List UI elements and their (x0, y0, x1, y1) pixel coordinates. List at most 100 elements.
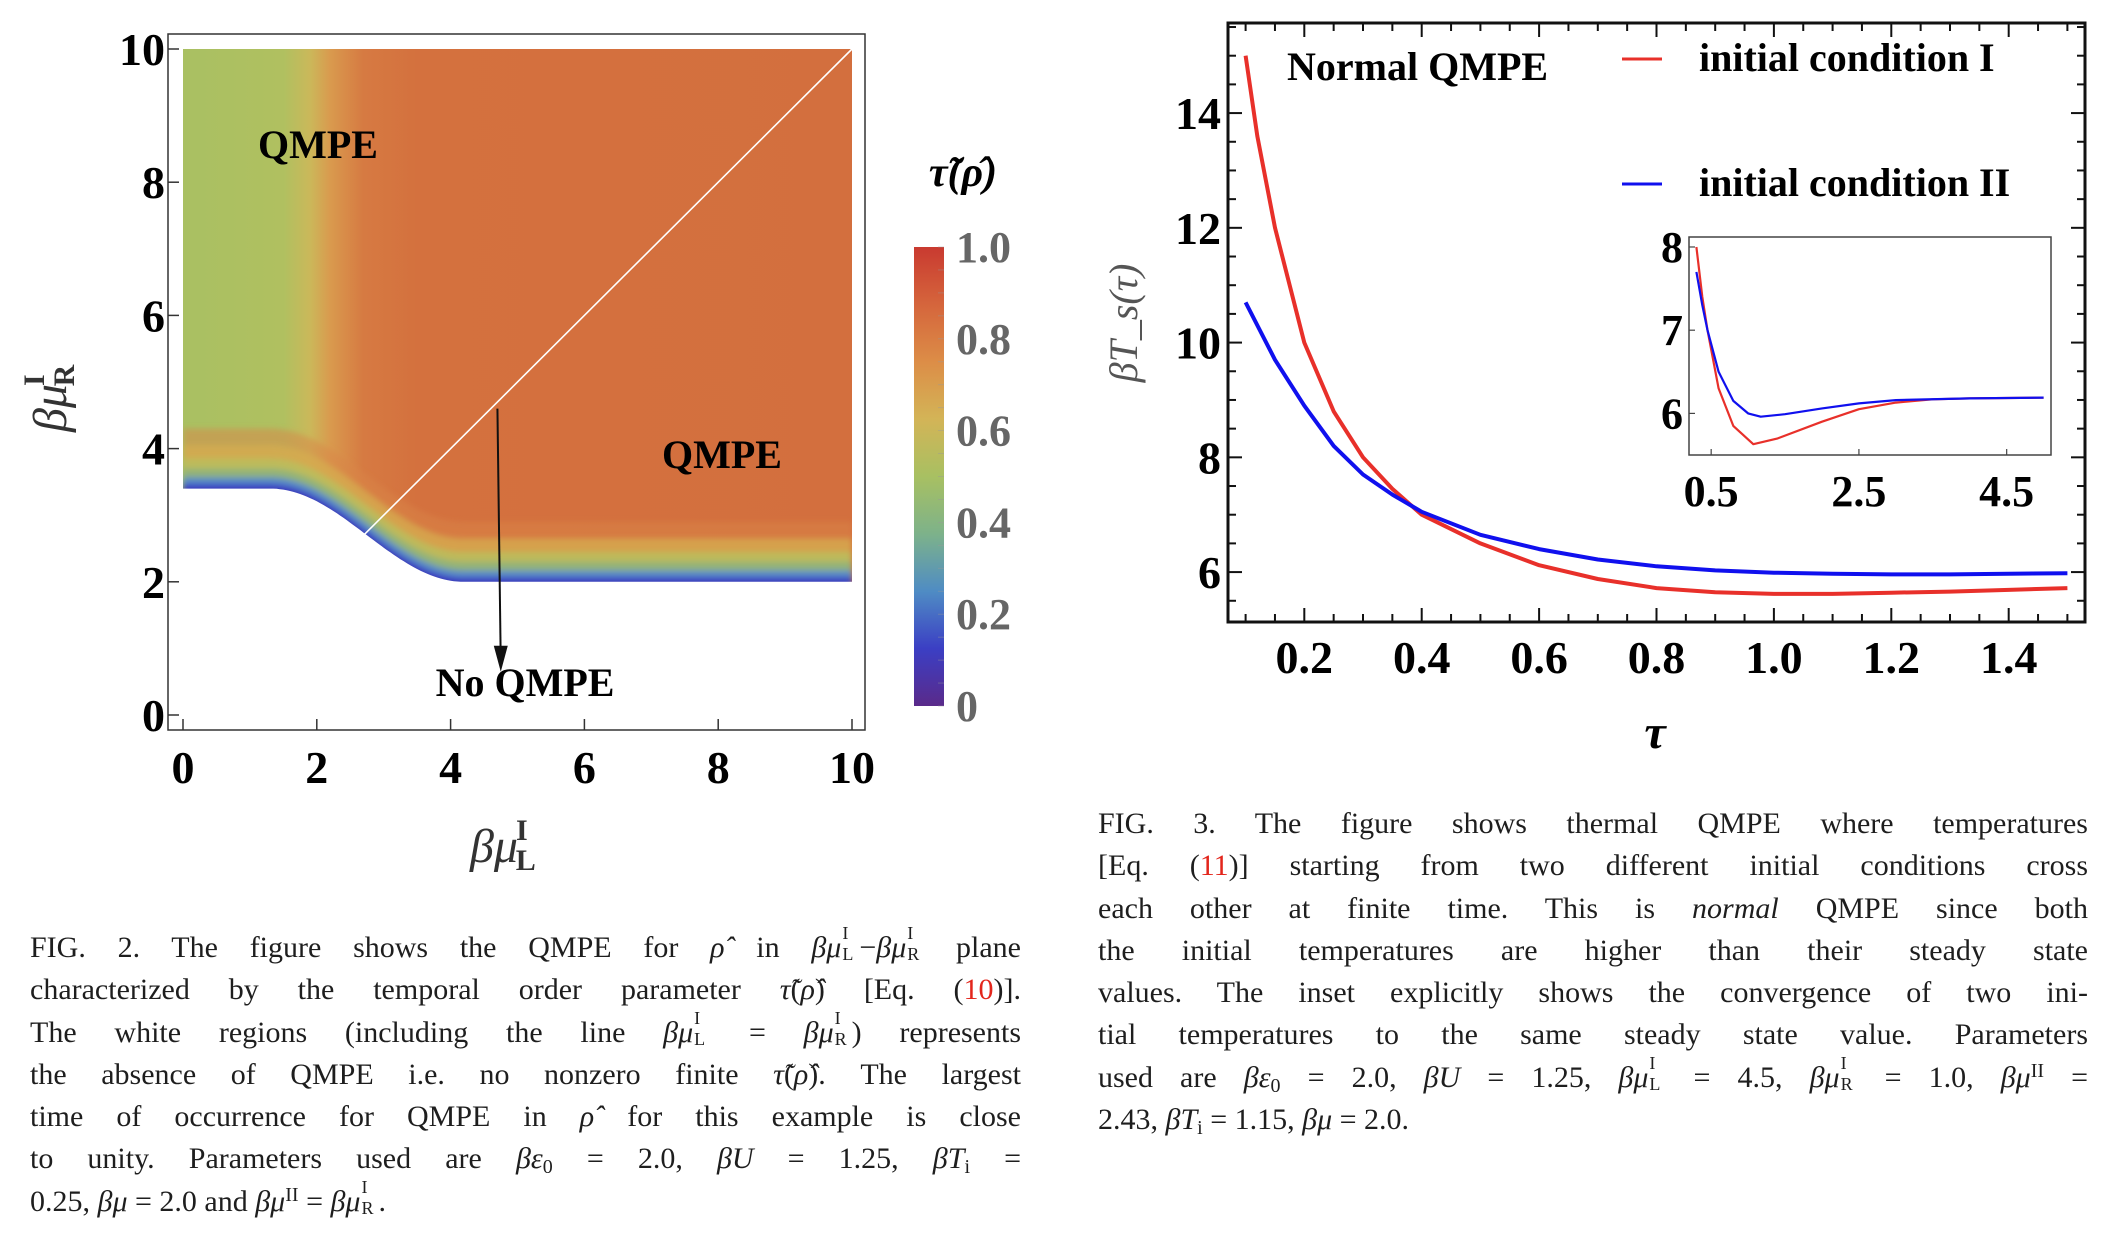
x-tick-label: 1.2 (1863, 632, 1921, 683)
caption-text: i (1197, 1117, 1203, 1140)
series-line-1 (1243, 55, 2068, 596)
caption-line: 0.25, βμ = 2.0 and βμII = βμ I R. (30, 1176, 1021, 1223)
caption-text: The white regions (including the line (30, 1015, 664, 1049)
equation-reference-link[interactable]: 11 (1199, 849, 1229, 883)
subscript: R (834, 1028, 847, 1049)
superscript: I (907, 923, 914, 943)
caption-text: characterized by the temporal order para… (30, 973, 780, 1007)
caption-text: FIG. 2. The figure shows the QMPE for (30, 931, 711, 964)
superscript: I (834, 1007, 841, 1028)
caption-text: βμ (876, 931, 907, 964)
subscript: L (694, 1028, 706, 1049)
colorbar-tick-label: 0.2 (956, 590, 1011, 639)
y-axis-label-sub: R (48, 364, 81, 386)
y-tick-label: 8 (142, 157, 165, 208)
plot-frame (167, 33, 866, 731)
y-tick-label: 10 (119, 24, 165, 75)
inset-y-tick-label: 6 (1661, 389, 1683, 438)
x-tick-label: 1.0 (1745, 632, 1803, 683)
caption-text: − (859, 931, 877, 964)
y-tick-label: 6 (142, 290, 165, 341)
y-tick-label: 14 (1175, 88, 1221, 139)
caption-text: values. The inset explicitly shows the c… (1098, 976, 2088, 1010)
caption-line: time of occurrence for QMPE in ρ̂ for th… (30, 1096, 1021, 1138)
caption-text: = (970, 1142, 1022, 1176)
fig2-caption: FIG. 2. The figure shows the QMPE for ρ̂… (30, 924, 1022, 1223)
caption-text: = 2.0. (1332, 1103, 1410, 1137)
subscript: R (1840, 1073, 1853, 1094)
caption-line: used are βε0 = 2.0, βU = 1.25, βμ I L = 4.… (1098, 1052, 2089, 1099)
arrow-head-icon (493, 645, 508, 672)
caption-text: ). The largest (808, 1057, 1021, 1091)
caption-line: The white regions (including the line βμ… (30, 1009, 1021, 1054)
caption-text: = (2044, 1060, 2089, 1094)
y-axis-label: βμIR (18, 364, 81, 433)
region-label: No QMPE (436, 660, 615, 705)
caption-line: tial temperatures to the same steady sta… (1098, 1014, 2088, 1056)
caption-text: normal (1692, 891, 1779, 925)
caption-text: plane (924, 931, 1021, 964)
x-axis-label-sup: I (516, 814, 528, 847)
caption-text: 2.43, (1098, 1103, 1166, 1137)
caption-text: )] starting from two different initial c… (1228, 849, 2088, 883)
x-tick-label: 4 (439, 742, 462, 793)
colorbar-tick-label: 1.0 (956, 223, 1011, 272)
inset-x-tick-label: 0.5 (1684, 467, 1739, 516)
caption-text: = 2.0, (552, 1142, 717, 1176)
caption-text: the initial temperatures are higher than… (1098, 933, 2088, 967)
region-label: QMPE (258, 122, 378, 167)
colorbar-tick-label: 0.6 (956, 407, 1011, 456)
caption-text: βμ (97, 1184, 128, 1218)
fig3-line-plot: 0.2 0.4 0.6 0.8 1.0 1.2 1.4 6 8 10 12 14 τ βT_s(τ) Nor… (1101, 21, 2087, 759)
caption-text: βε (515, 1142, 543, 1176)
caption-text: βμ (663, 1015, 694, 1049)
caption-text: ρ̂ (710, 931, 725, 964)
superscript: I (1649, 1052, 1656, 1073)
caption-text: βμ (255, 1184, 286, 1218)
y-tick-label: 0 (142, 690, 165, 741)
caption-text: βT (932, 1142, 965, 1176)
series-line-2 (1243, 301, 2068, 577)
inset-series-line-2 (1695, 271, 2044, 418)
x-tick-label: 10 (829, 742, 875, 793)
x-axis-label-sub: L (516, 844, 536, 877)
x-tick-label: 0 (172, 742, 195, 793)
caption-text: 0 (1270, 1074, 1281, 1097)
x-axis-label: τ (1644, 706, 1667, 759)
caption-text: QMPE since both (1778, 891, 2089, 925)
superscript: I (361, 1176, 368, 1197)
x-tick-label: 8 (707, 742, 730, 793)
caption-text: βε (1243, 1060, 1271, 1094)
inset-y-tick-label: 8 (1661, 223, 1683, 272)
caption-text: i (964, 1156, 970, 1179)
diagonal-white-line (359, 48, 853, 540)
superscript: I (842, 923, 849, 943)
x-tick-label: 6 (573, 742, 596, 793)
x-axis-label: βμI L (469, 814, 536, 877)
legend-label-2: initial condition II (1699, 160, 2010, 205)
caption-text: ρ̂ (579, 1100, 595, 1134)
caption-text: each other at finite time. This is (1098, 891, 1693, 925)
caption-text: βμ (803, 1015, 834, 1049)
annotation-normal-qmpe: Normal QMPE (1287, 44, 1548, 89)
caption-text: 0.25, (30, 1184, 98, 1218)
caption-text: )]. (993, 973, 1022, 1007)
caption-text: tial temperatures to the same steady sta… (1098, 1018, 2088, 1052)
equation-reference-link[interactable]: 10 (963, 973, 994, 1007)
caption-text: = 4.5, (1666, 1060, 1810, 1094)
legend-label-1: initial condition I (1699, 35, 1995, 80)
caption-text: time of occurrence for QMPE in (30, 1100, 580, 1134)
caption-text: βμ (1302, 1103, 1333, 1137)
caption-text: to unity. Parameters used are (30, 1142, 516, 1176)
caption-text: ( (790, 973, 801, 1007)
x-tick-label: 2 (305, 742, 328, 793)
caption-text: = 1.25, (753, 1142, 933, 1176)
caption-line: each other at finite time. This is norma… (1098, 888, 2088, 930)
caption-text: used are (1098, 1060, 1244, 1094)
